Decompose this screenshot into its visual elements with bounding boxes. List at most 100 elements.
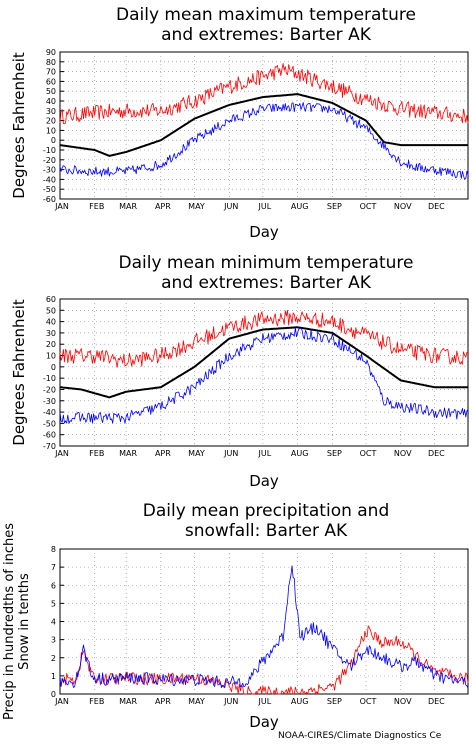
series-line-2	[59, 93, 468, 157]
x-tick-label: MAR	[119, 697, 137, 706]
x-axis-label: Day	[249, 223, 279, 241]
series-line-1	[59, 63, 469, 125]
y-tick-label: 60	[46, 295, 56, 304]
x-tick-label: DEC	[428, 697, 445, 706]
x-tick-label: MAR	[119, 449, 137, 458]
y-tick-label: 40	[46, 318, 56, 327]
x-tick-label: APR	[155, 697, 171, 706]
y-tick-label: 0	[51, 363, 56, 372]
y-tick-label: 50	[46, 87, 56, 96]
x-tick-label: FEB	[89, 697, 104, 706]
x-tick-label: AUG	[291, 697, 309, 706]
y-tick-label: 6	[51, 581, 56, 590]
y-tick-label: -40	[43, 408, 56, 417]
x-tick-label: JUN	[223, 449, 238, 458]
x-tick-label: SEP	[327, 449, 342, 458]
x-tick-label: SEP	[327, 202, 342, 211]
x-tick-label: AUG	[291, 449, 309, 458]
y-tick-label: 1	[51, 672, 56, 681]
y-tick-label: 10	[46, 352, 56, 361]
series-line-1	[59, 625, 469, 695]
y-tick-label: 50	[46, 306, 56, 315]
y-tick-label: -50	[43, 419, 56, 428]
x-tick-label: JAN	[54, 202, 69, 211]
x-tick-label: FEB	[89, 202, 104, 211]
y-tick-label: -20	[43, 156, 56, 165]
y-tick-label: -40	[43, 175, 56, 184]
x-axis-label: Day	[249, 472, 279, 490]
plot-frame	[59, 51, 469, 200]
x-tick-label: JUL	[258, 449, 272, 458]
x-tick-label: JUN	[223, 202, 238, 211]
x-tick-label: APR	[155, 202, 171, 211]
x-tick-label: MAY	[188, 449, 205, 458]
y-tick-label: 3	[51, 636, 56, 645]
y-tick-label: -10	[43, 146, 56, 155]
chart-title: snowfall: Barter AK	[185, 521, 348, 541]
y-tick-label: 8	[51, 545, 56, 554]
y-tick-label: 0	[51, 136, 56, 145]
y-tick-label: -60	[43, 431, 56, 440]
y-axis-label: Degrees Fahrenheit	[10, 52, 28, 199]
y-tick-label: -30	[43, 397, 56, 406]
x-tick-label: DEC	[428, 449, 445, 458]
x-tick-label: OCT	[360, 449, 377, 458]
chart-title: and extremes: Barter AK	[161, 273, 372, 293]
y-tick-label: -10	[43, 374, 56, 383]
x-tick-label: AUG	[291, 202, 309, 211]
series-line-3	[59, 327, 469, 424]
x-tick-label: NOV	[394, 202, 412, 211]
chart-title: Daily mean minimum temperature	[119, 253, 414, 273]
y-tick-label: 10	[46, 126, 56, 135]
x-tick-label: DEC	[428, 202, 445, 211]
y-tick-label: -60	[43, 195, 56, 204]
x-tick-label: MAY	[188, 202, 205, 211]
y-tick-label: 40	[46, 97, 56, 106]
x-tick-label: SEP	[327, 697, 342, 706]
y-tick-label: -20	[43, 385, 56, 394]
x-tick-label: JAN	[54, 697, 69, 706]
chart-title: and extremes: Barter AK	[161, 25, 372, 45]
y-tick-label: 20	[46, 117, 56, 126]
x-tick-label: NOV	[394, 697, 412, 706]
x-tick-label: NOV	[394, 449, 412, 458]
y-tick-label: 4	[51, 618, 56, 627]
y-tick-label: 90	[46, 48, 56, 57]
x-tick-label: APR	[155, 449, 171, 458]
x-tick-label: JUN	[223, 697, 238, 706]
x-tick-label: FEB	[89, 449, 104, 458]
y-axis-label: Degrees Fahrenheit	[10, 299, 28, 446]
series-line-2	[59, 565, 469, 689]
plot-frame	[59, 298, 469, 447]
y-axis-label: Snow in tenths	[17, 573, 32, 670]
x-tick-label: MAR	[119, 202, 137, 211]
y-tick-label: 60	[46, 77, 56, 86]
y-tick-label: 0	[51, 690, 56, 699]
y-tick-label: 7	[51, 563, 56, 572]
x-tick-label: MAY	[188, 697, 205, 706]
y-tick-label: 80	[46, 58, 56, 67]
y-tick-label: -30	[43, 166, 56, 175]
y-tick-label: 2	[51, 654, 56, 663]
x-axis-label: Day	[249, 713, 279, 731]
y-tick-label: 70	[46, 68, 56, 77]
series-line-3	[59, 102, 469, 180]
y-tick-label: -70	[43, 442, 56, 451]
x-tick-label: OCT	[360, 202, 377, 211]
series-line-1	[59, 309, 469, 368]
y-tick-label: -50	[43, 185, 56, 194]
y-tick-label: 30	[46, 107, 56, 116]
y-tick-label: 5	[51, 599, 56, 608]
chart-title: Daily mean maximum temperature	[116, 5, 416, 25]
y-tick-label: 30	[46, 329, 56, 338]
series-line-2	[59, 326, 468, 399]
chart-title: Daily mean precipitation and	[143, 501, 390, 521]
x-tick-label: OCT	[360, 697, 377, 706]
footer-credit: NOAA-CIRES/Climate Diagnostics Ce	[278, 731, 442, 741]
x-tick-label: JUL	[258, 202, 272, 211]
y-tick-label: 20	[46, 340, 56, 349]
